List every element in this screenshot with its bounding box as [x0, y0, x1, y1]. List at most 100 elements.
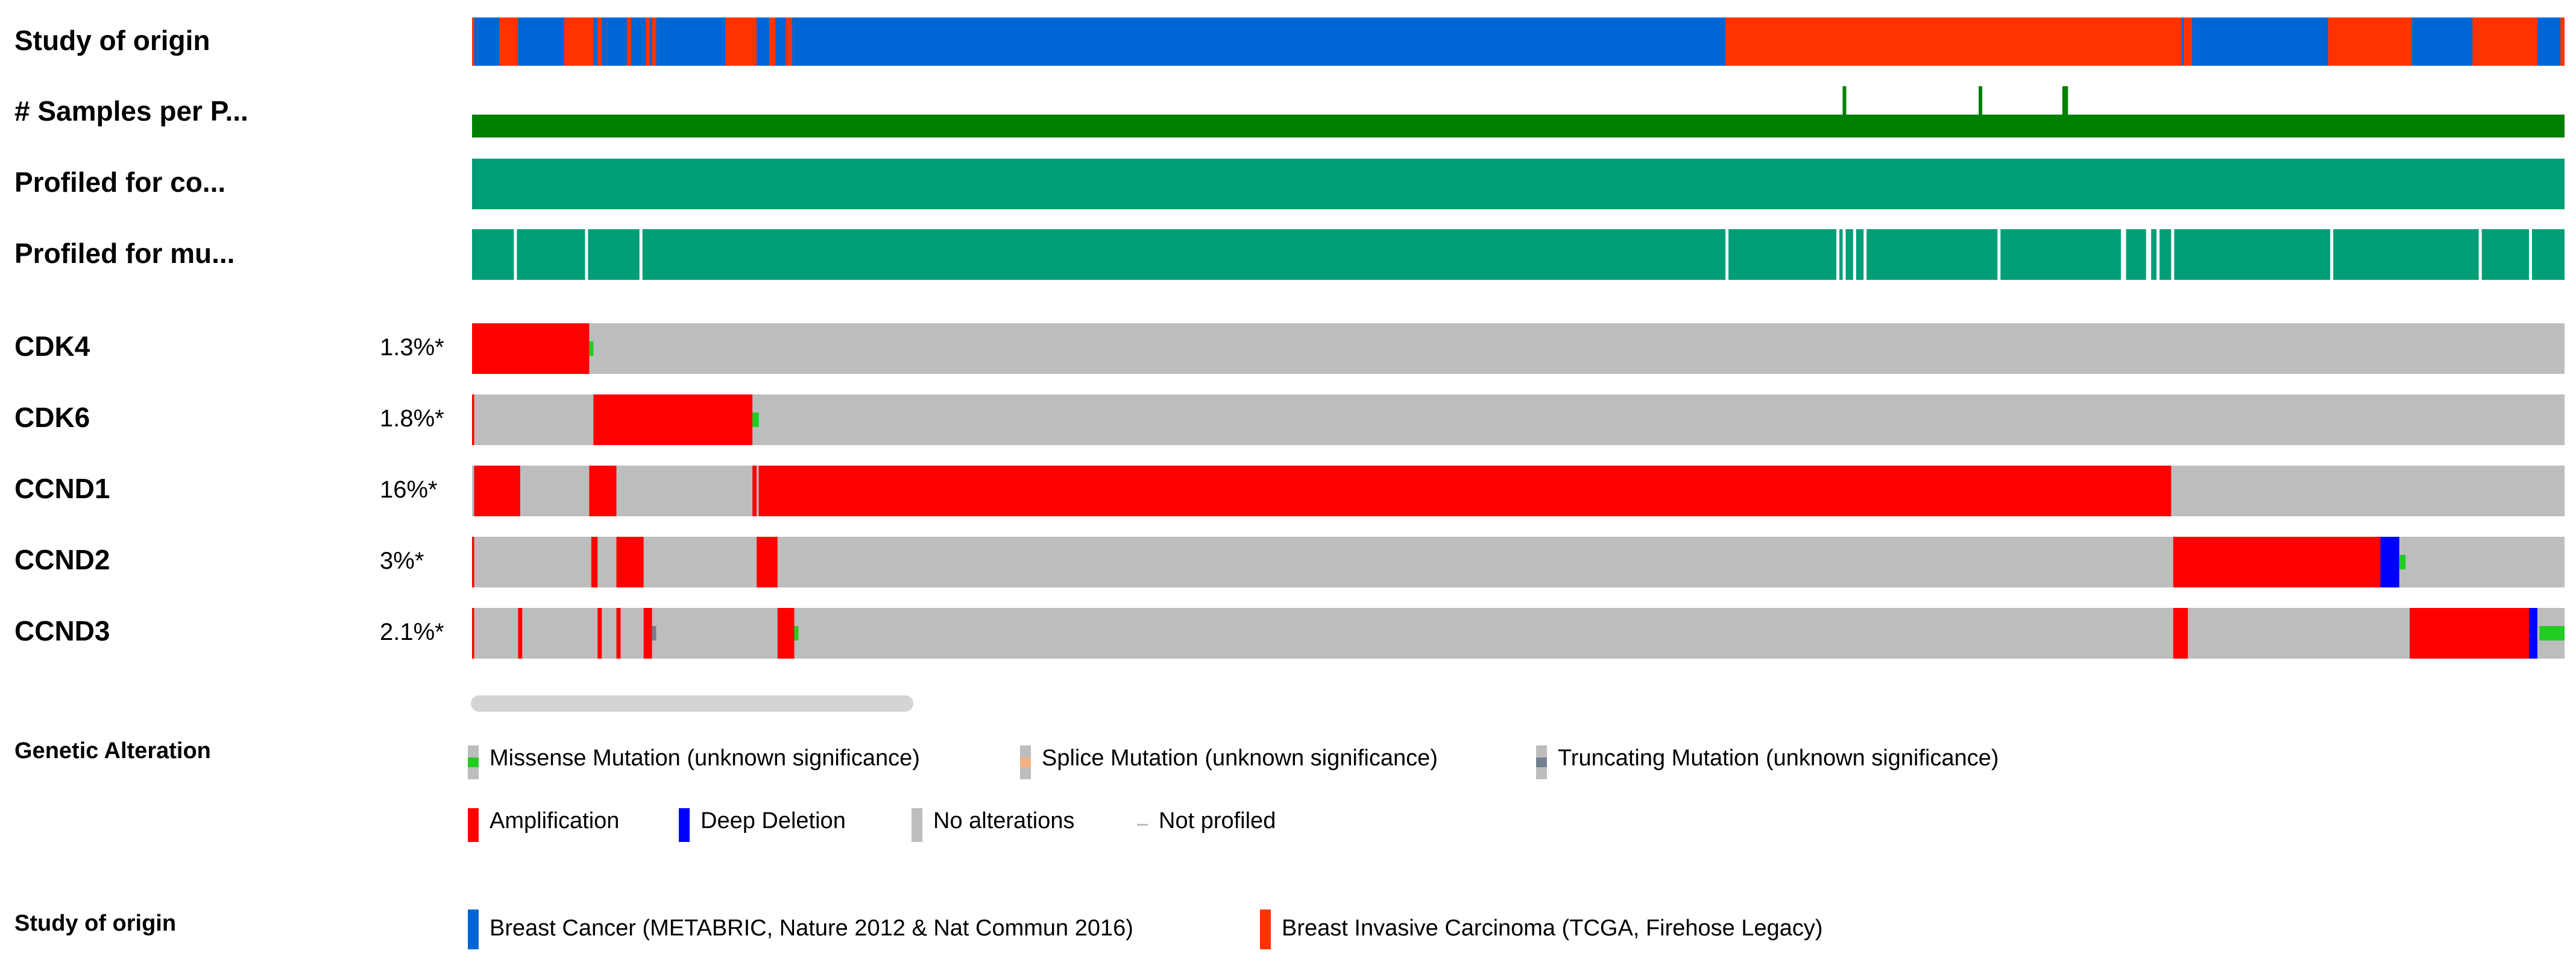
amplification-mark — [593, 394, 753, 445]
gene-row-background — [472, 608, 2565, 659]
gene-label: CCND2 — [14, 544, 110, 575]
gene-label: CCND1 — [14, 473, 110, 504]
not-profiled-swatch — [1137, 824, 1148, 826]
gene-percent: 1.3%* — [380, 334, 444, 361]
deep-deletion-swatch — [679, 808, 690, 842]
study-origin-segment — [725, 17, 757, 66]
samples-spike — [2064, 86, 2068, 115]
amplification-mark — [589, 466, 617, 516]
amplification-mark — [518, 608, 523, 659]
study-origin-track — [472, 17, 2565, 66]
profiled-mut-gap — [1853, 229, 1856, 280]
track-label-profiled-mut: Profiled for mu... — [14, 238, 235, 269]
oncoprint-chart: Study of origin # Samples per P... Profi… — [14, 17, 2565, 659]
gene-percent: 16%* — [380, 476, 438, 503]
gene-row-background — [472, 394, 2565, 445]
study-origin-segment — [2328, 17, 2412, 66]
truncating-mark — [652, 626, 657, 641]
amplification-swatch — [468, 808, 479, 842]
profiled-mut-gap — [585, 229, 588, 280]
track-label-study-of-origin: Study of origin — [14, 25, 210, 56]
amplification-mark — [474, 466, 520, 516]
amplification-mark — [2173, 537, 2381, 587]
study-origin-segment — [2560, 17, 2565, 66]
profiled-mut-gap — [2330, 229, 2334, 280]
samples-spike — [2062, 86, 2066, 115]
profiled-mut-gap — [514, 229, 517, 280]
profiled-mut-gap — [2528, 229, 2532, 280]
no-alterations-swatch — [912, 808, 922, 842]
samples-per-patient-bar — [472, 115, 2565, 138]
amplification-mark — [591, 537, 598, 587]
profiled-mut-gap — [2478, 229, 2482, 280]
amplification-mark — [752, 466, 757, 516]
gene-percent: 1.8%* — [380, 405, 444, 432]
gene-row-background — [472, 323, 2565, 374]
legend-label: Splice Mutation (unknown significance) — [1042, 745, 1438, 771]
missense-swatch — [468, 745, 479, 779]
legend-label: Truncating Mutation (unknown significanc… — [1558, 745, 1999, 771]
missense-mark — [752, 413, 759, 427]
profiled-mut-track — [472, 229, 2565, 280]
study-origin-segment — [2184, 17, 2193, 66]
missense-mark — [2399, 555, 2406, 569]
profiled-mut-gap — [1842, 229, 1846, 280]
metabric-swatch — [468, 910, 479, 949]
amplification-mark — [472, 608, 474, 659]
amplification-mark — [616, 537, 644, 587]
study-origin-segment — [564, 17, 594, 66]
samples-spike — [1979, 86, 1983, 115]
missense-mark — [589, 341, 594, 356]
missense-mark — [2539, 626, 2565, 641]
tcga-swatch — [1260, 910, 1271, 949]
study-origin-segment — [786, 17, 793, 66]
gene-label: CCND3 — [14, 615, 110, 647]
legend-label: Amplification — [490, 808, 620, 834]
study-origin-segment — [1725, 17, 2182, 66]
legend-title-study-of-origin: Study of origin — [14, 911, 177, 936]
study-origin-segment — [626, 17, 631, 66]
study-origin-segment — [769, 17, 776, 66]
amplification-mark — [758, 466, 2171, 516]
study-origin-segment — [2472, 17, 2537, 66]
amplification-mark — [777, 608, 795, 659]
amplification-mark — [757, 537, 778, 587]
legend-label: No alterations — [933, 808, 1075, 834]
profiled-mut-gap — [2123, 229, 2126, 280]
legend-label: Missense Mutation (unknown significance) — [490, 745, 920, 771]
amplification-mark — [2173, 608, 2188, 659]
truncating-swatch — [1536, 745, 1547, 779]
gene-label: CDK6 — [14, 402, 90, 433]
amplification-mark — [472, 323, 590, 374]
deep_deletion-mark — [2528, 608, 2537, 659]
study-origin-segment — [499, 17, 518, 66]
amplification-mark — [472, 394, 474, 445]
horizontal-scrollbar[interactable] — [471, 695, 913, 712]
gene-percent: 3%* — [380, 548, 424, 574]
track-label-samples-per-patient: # Samples per P... — [14, 95, 248, 127]
profiled-mut-gap — [2121, 229, 2124, 280]
legend-label: Deep Deletion — [701, 808, 846, 834]
profiled-mut-gap — [1997, 229, 2001, 280]
amplification-mark — [616, 608, 621, 659]
study-origin-segment — [597, 17, 602, 66]
track-label-profiled-cna: Profiled for co... — [14, 166, 225, 198]
profiled-mut-gap — [2146, 229, 2149, 280]
profiled-cna-track — [472, 159, 2565, 209]
profiled-mut-gap — [2156, 229, 2160, 280]
study-origin-segment — [646, 17, 650, 66]
amplification-mark — [2410, 608, 2529, 659]
legend-label: Breast Invasive Carcinoma (TCGA, Firehos… — [1282, 916, 1823, 941]
study-origin-segment — [472, 17, 474, 66]
samples-spike — [1842, 86, 1847, 115]
amplification-mark — [643, 608, 652, 659]
gene-label: CDK4 — [14, 331, 90, 362]
deep_deletion-mark — [2380, 537, 2399, 587]
gene-percent: 2.1%* — [380, 619, 444, 645]
legend-label: Breast Cancer (METABRIC, Nature 2012 & N… — [490, 916, 1133, 941]
missense-mark — [794, 626, 799, 641]
amplification-mark — [472, 537, 474, 587]
profiled-mut-gap — [2171, 229, 2174, 280]
profiled-mut-gap — [1725, 229, 1729, 280]
legend-title-genetic-alteration: Genetic Alteration — [14, 738, 211, 764]
